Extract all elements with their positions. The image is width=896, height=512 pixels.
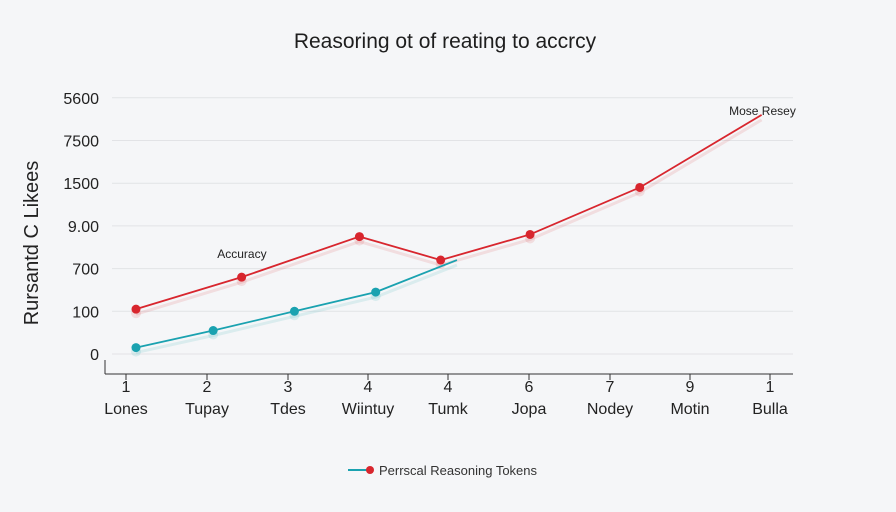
- y-tick-label: 100: [72, 304, 99, 321]
- x-tick-number: 2: [203, 379, 212, 396]
- x-tick-label: Bulla: [752, 401, 788, 418]
- y-tick-label: 1500: [63, 176, 99, 193]
- data-point: [436, 255, 446, 265]
- x-tick-number: 1: [122, 379, 131, 396]
- series-line-shadow: [135, 118, 763, 316]
- x-axis-ticks: 1 Lones 2 Tupay 3 Tdes 4 Wiintuy 4 Tumk 6 Jopa 7 Node…: [104, 374, 788, 418]
- y-tick-label: 700: [72, 262, 99, 279]
- data-point: [289, 306, 299, 316]
- x-tick-number: 4: [444, 379, 453, 396]
- chart-title: Reasoring ot of reating to accrcy: [294, 30, 597, 53]
- data-point: [525, 229, 535, 239]
- x-tick-label: Nodey: [587, 401, 633, 418]
- gridlines: [112, 97, 793, 355]
- x-tick-label: Lones: [104, 401, 148, 418]
- y-tick-label: 5600: [63, 91, 99, 108]
- x-tick-label: Jopa: [512, 401, 547, 418]
- y-axis-ticks: 0 100 700 9.00 1500 7500 5600: [63, 91, 99, 364]
- legend: Perrscal Reasoning Tokens: [348, 463, 538, 478]
- data-point: [208, 326, 218, 336]
- legend-label: Perrscal Reasoning Tokens: [379, 463, 538, 478]
- x-tick-number: 9: [686, 379, 695, 396]
- x-tick-label: Tumk: [428, 401, 468, 418]
- x-tick-number: 6: [525, 379, 534, 396]
- x-tick-label: Tdes: [270, 401, 306, 418]
- axes: [104, 360, 793, 375]
- x-tick-number: 7: [606, 379, 615, 396]
- y-tick-label: 0: [90, 347, 99, 364]
- series-line: [135, 114, 763, 311]
- x-tick-label: Motin: [670, 401, 709, 418]
- series-layer: [131, 114, 763, 357]
- x-tick-label: Tupay: [185, 401, 229, 418]
- y-axis-label: Rursantd C Likees: [21, 161, 43, 326]
- data-point: [131, 343, 141, 353]
- x-tick-label: Wiintuy: [342, 401, 394, 418]
- annotations: Accuracy Mose Resey: [217, 104, 796, 261]
- y-tick-label: 9.00: [68, 219, 99, 236]
- chart-annotation: Mose Resey: [729, 104, 796, 118]
- data-point: [354, 232, 364, 242]
- y-tick-label: 7500: [63, 134, 99, 151]
- data-point: [237, 272, 247, 282]
- x-tick-number: 3: [284, 379, 293, 396]
- data-point: [131, 304, 141, 314]
- legend-marker-swatch: [366, 466, 374, 474]
- chart-annotation: Accuracy: [217, 247, 266, 261]
- series-line: [135, 259, 458, 349]
- x-tick-number: 1: [766, 379, 775, 396]
- data-point: [371, 287, 381, 297]
- data-point: [635, 182, 645, 192]
- series-line-shadow: [135, 263, 458, 355]
- x-tick-number: 4: [364, 379, 373, 396]
